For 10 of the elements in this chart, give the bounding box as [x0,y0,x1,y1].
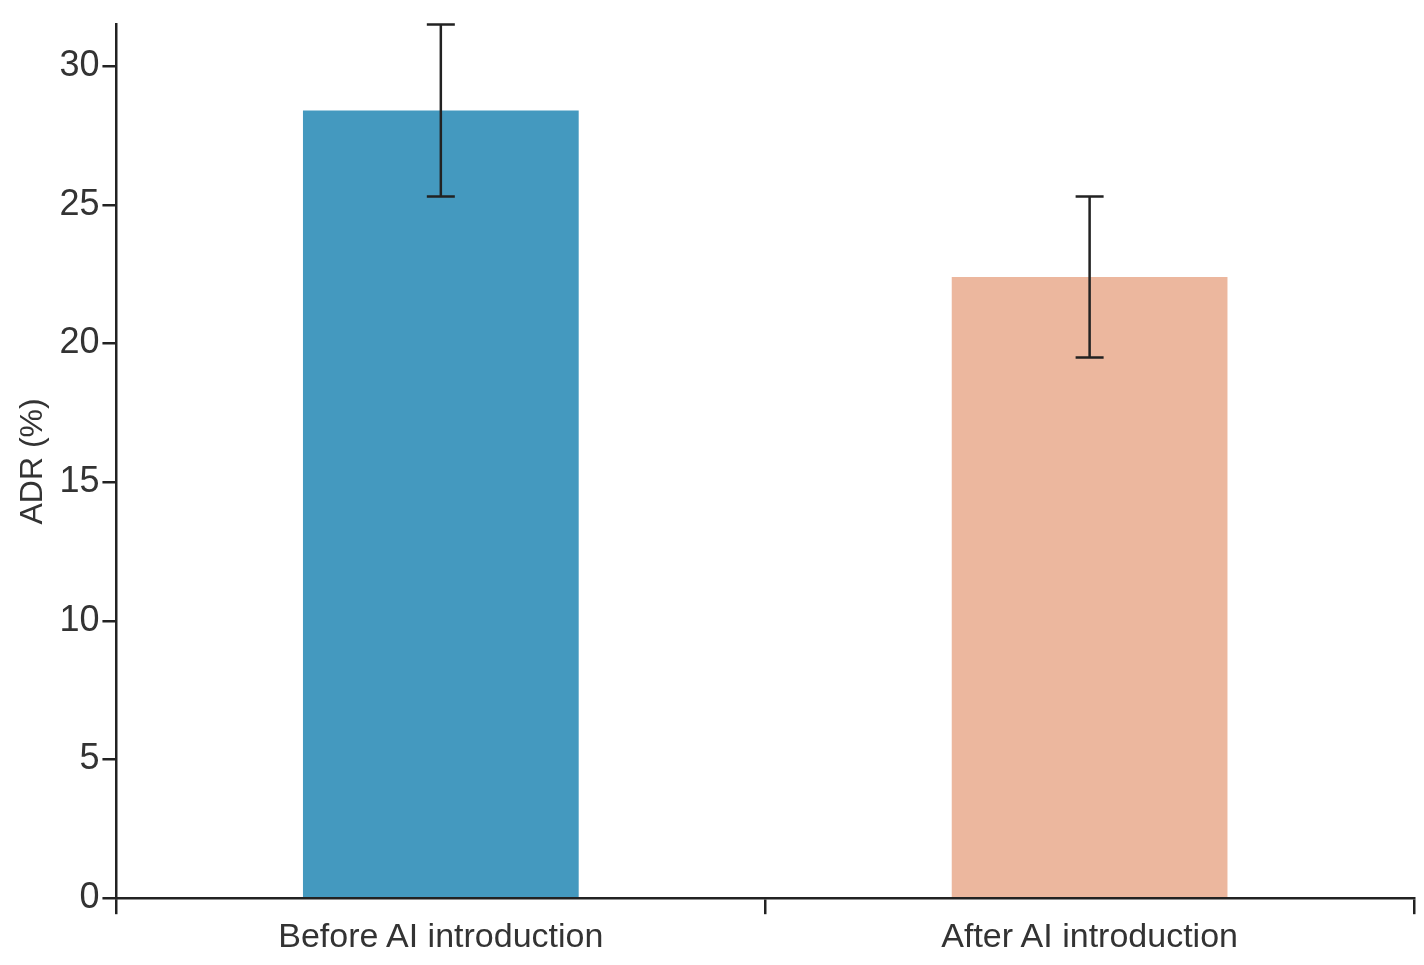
x-tick-label: After AI introduction [941,915,1238,954]
y-tick-label: 20 [59,320,100,362]
y-tick-label: 30 [59,43,100,85]
y-tick-label: 0 [79,875,100,917]
y-axis-title: ADR (%) [13,398,50,525]
y-tick-label: 10 [59,597,100,639]
y-tick-label: 5 [79,736,100,778]
y-tick-label: 25 [59,181,100,223]
x-tick-label: Before AI introduction [278,915,604,954]
y-tick-label: 15 [59,459,100,501]
